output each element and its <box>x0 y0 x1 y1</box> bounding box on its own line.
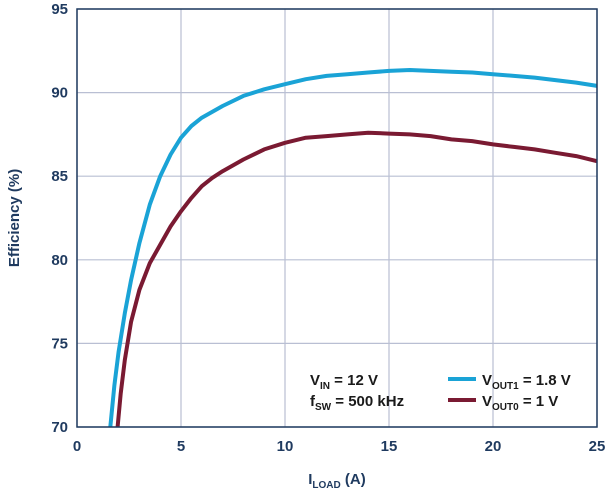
legend-label-vout1: VOUT1 = 1.8 V <box>482 372 571 392</box>
x-tick-label-0: 0 <box>73 438 81 455</box>
x-axis-title-sub: LOAD <box>312 480 340 491</box>
x-axis-title: ILOAD (A) <box>308 471 366 491</box>
series-line-1 <box>115 130 598 428</box>
legend-label-vout0: VOUT0 = 1 V <box>482 393 558 413</box>
x-tick-label-2: 10 <box>277 438 294 455</box>
y-tick-label-3: 85 <box>51 168 68 185</box>
plot-frame <box>76 8 598 428</box>
series-line-0 <box>108 68 598 428</box>
y-axis-title: Efficiency (%) <box>6 169 23 267</box>
y-tick-label-5: 95 <box>51 1 68 18</box>
plot-background <box>77 9 597 427</box>
x-tick-label-4: 20 <box>485 438 502 455</box>
condition-fsw: fSW = 500 kHz <box>310 393 404 413</box>
x-tick-label-5: 25 <box>589 438 606 455</box>
y-tick-label-2: 80 <box>51 252 68 269</box>
y-tick-label-0: 70 <box>51 419 68 436</box>
x-tick-label-1: 5 <box>177 438 185 455</box>
y-tick-label-4: 90 <box>51 85 68 102</box>
y-tick-labels: 70 75 80 85 90 95 <box>51 1 68 436</box>
legend: VOUT1 = 1.8 V VOUT0 = 1 V <box>448 372 571 413</box>
x-axis-title-main: I <box>308 471 312 488</box>
x-tick-labels: 0 5 10 15 20 25 <box>73 438 606 455</box>
y-tick-label-1: 75 <box>51 335 68 352</box>
x-tick-label-3: 15 <box>381 438 398 455</box>
conditions-annotation: VIN = 12 V fSW = 500 kHz <box>310 372 404 413</box>
x-axis-title-tail: (A) <box>341 471 366 488</box>
condition-vin: VIN = 12 V <box>310 372 378 392</box>
series-lines <box>108 68 598 428</box>
